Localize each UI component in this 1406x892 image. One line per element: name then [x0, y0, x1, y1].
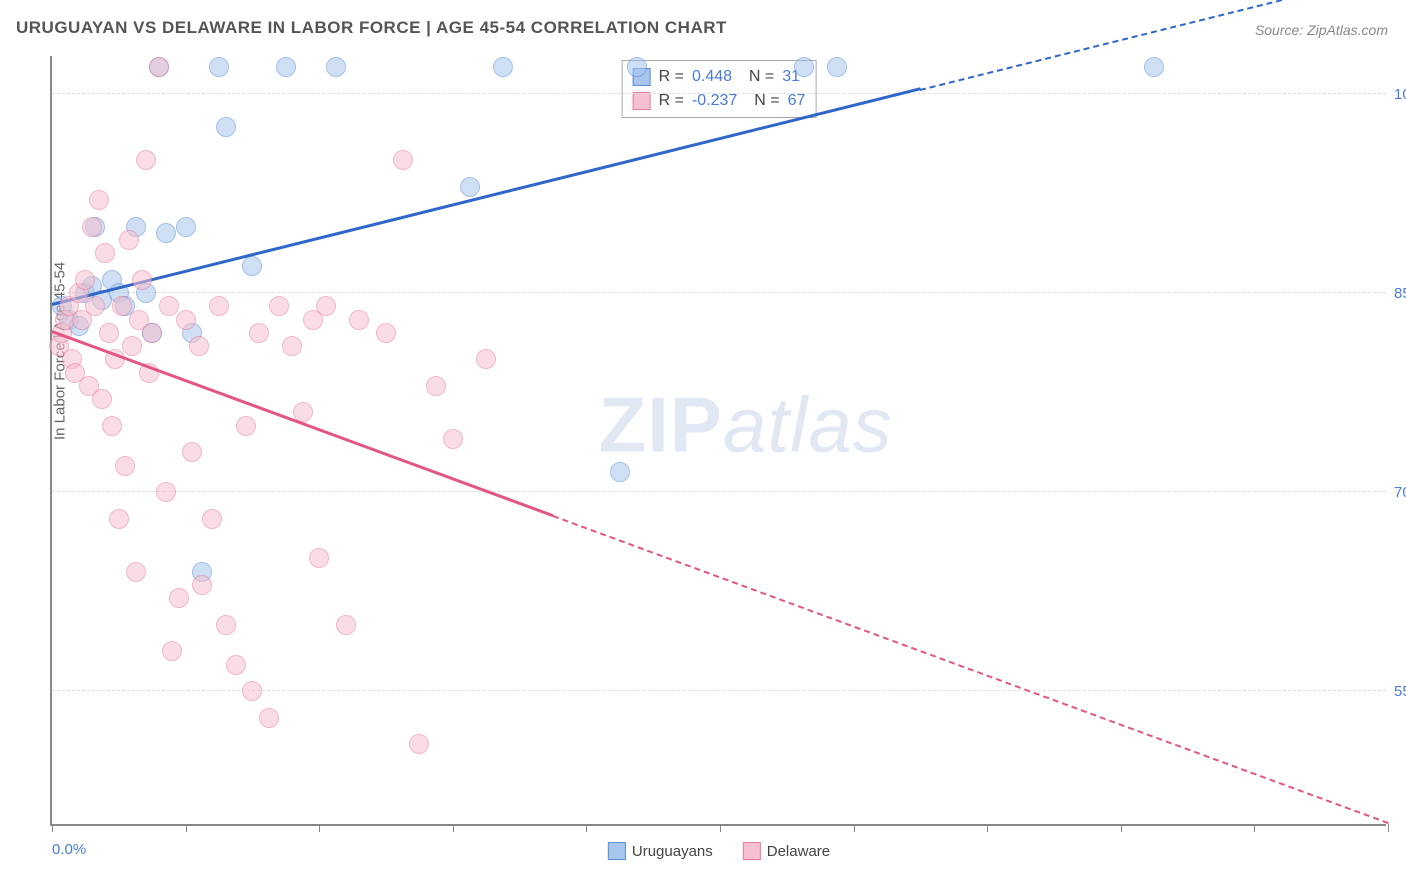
scatter-point-delaware — [189, 336, 209, 356]
scatter-point-delaware — [182, 442, 202, 462]
scatter-point-delaware — [269, 296, 289, 316]
x-tick — [1121, 824, 1122, 832]
scatter-point-delaware — [242, 681, 262, 701]
scatter-point-uruguayans — [326, 57, 346, 77]
gridline — [52, 93, 1386, 94]
scatter-point-delaware — [209, 296, 229, 316]
scatter-point-delaware — [202, 509, 222, 529]
scatter-point-uruguayans — [176, 217, 196, 237]
scatter-point-delaware — [85, 296, 105, 316]
series-legend: Uruguayans Delaware — [608, 842, 830, 860]
trend-line-delaware — [553, 515, 1389, 824]
correlation-chart: URUGUAYAN VS DELAWARE IN LABOR FORCE | A… — [0, 0, 1406, 892]
scatter-point-delaware — [156, 482, 176, 502]
scatter-point-delaware — [336, 615, 356, 635]
scatter-point-delaware — [309, 548, 329, 568]
scatter-point-uruguayans — [827, 57, 847, 77]
scatter-point-uruguayans — [209, 57, 229, 77]
scatter-point-delaware — [249, 323, 269, 343]
scatter-point-delaware — [349, 310, 369, 330]
scatter-point-delaware — [119, 230, 139, 250]
scatter-point-delaware — [159, 296, 179, 316]
x-tick — [720, 824, 721, 832]
scatter-point-delaware — [102, 416, 122, 436]
y-tick-label: 70.0% — [1394, 484, 1406, 501]
x-tick — [453, 824, 454, 832]
scatter-point-delaware — [122, 336, 142, 356]
scatter-point-delaware — [443, 429, 463, 449]
scatter-point-uruguayans — [156, 223, 176, 243]
x-tick — [586, 824, 587, 832]
legend-label: Delaware — [767, 843, 830, 860]
scatter-point-uruguayans — [460, 177, 480, 197]
scatter-point-delaware — [376, 323, 396, 343]
scatter-point-delaware — [95, 243, 115, 263]
scatter-point-delaware — [82, 217, 102, 237]
scatter-point-uruguayans — [627, 57, 647, 77]
scatter-point-delaware — [92, 389, 112, 409]
scatter-point-delaware — [169, 588, 189, 608]
stats-legend: R = 0.448 N = 31R = -0.237 N = 67 — [622, 60, 817, 118]
watermark: ZIPatlas — [599, 379, 893, 470]
y-tick-label: 100.0% — [1394, 86, 1406, 103]
scatter-point-delaware — [75, 270, 95, 290]
scatter-point-delaware — [316, 296, 336, 316]
scatter-point-delaware — [426, 376, 446, 396]
scatter-point-delaware — [216, 615, 236, 635]
legend-swatch — [608, 842, 626, 860]
scatter-point-delaware — [142, 323, 162, 343]
y-tick-label: 55.0% — [1394, 683, 1406, 700]
scatter-point-delaware — [99, 323, 119, 343]
scatter-point-delaware — [192, 575, 212, 595]
scatter-point-delaware — [393, 150, 413, 170]
stats-row-uruguayans: R = 0.448 N = 31 — [633, 65, 806, 89]
x-tick — [1254, 824, 1255, 832]
scatter-point-uruguayans — [610, 462, 630, 482]
scatter-point-uruguayans — [794, 57, 814, 77]
scatter-point-delaware — [126, 562, 146, 582]
x-tick — [987, 824, 988, 832]
chart-title: URUGUAYAN VS DELAWARE IN LABOR FORCE | A… — [16, 18, 727, 38]
gridline — [52, 491, 1386, 492]
scatter-point-delaware — [115, 456, 135, 476]
scatter-point-uruguayans — [493, 57, 513, 77]
x-tick — [319, 824, 320, 832]
scatter-point-delaware — [226, 655, 246, 675]
scatter-point-delaware — [89, 190, 109, 210]
scatter-point-delaware — [176, 310, 196, 330]
scatter-point-uruguayans — [276, 57, 296, 77]
scatter-point-delaware — [136, 150, 156, 170]
x-tick — [1388, 824, 1389, 832]
x-tick-label: 0.0% — [52, 841, 86, 858]
scatter-point-delaware — [282, 336, 302, 356]
stat-n-label: N = — [740, 65, 774, 89]
legend-item-delaware: Delaware — [743, 842, 830, 860]
stat-r-label: R = — [659, 65, 684, 89]
legend-item-uruguayans: Uruguayans — [608, 842, 713, 860]
scatter-point-delaware — [109, 509, 129, 529]
scatter-point-uruguayans — [1144, 57, 1164, 77]
scatter-point-delaware — [259, 708, 279, 728]
trend-line-uruguayans — [52, 88, 921, 307]
x-tick — [52, 824, 53, 832]
x-tick — [186, 824, 187, 832]
plot-area: In Labor Force | Age 45-54 ZIPatlas R = … — [50, 56, 1386, 826]
gridline — [52, 292, 1386, 293]
scatter-point-uruguayans — [216, 117, 236, 137]
stat-r-value: 0.448 — [692, 65, 732, 89]
x-tick — [854, 824, 855, 832]
scatter-point-delaware — [476, 349, 496, 369]
scatter-point-uruguayans — [242, 256, 262, 276]
source-label: Source: ZipAtlas.com — [1255, 22, 1388, 38]
scatter-point-delaware — [236, 416, 256, 436]
scatter-point-delaware — [112, 296, 132, 316]
legend-swatch — [743, 842, 761, 860]
y-tick-label: 85.0% — [1394, 285, 1406, 302]
scatter-point-delaware — [409, 734, 429, 754]
legend-label: Uruguayans — [632, 843, 713, 860]
scatter-point-delaware — [162, 641, 182, 661]
scatter-point-delaware — [132, 270, 152, 290]
scatter-point-delaware — [149, 57, 169, 77]
legend-swatch — [633, 92, 651, 110]
